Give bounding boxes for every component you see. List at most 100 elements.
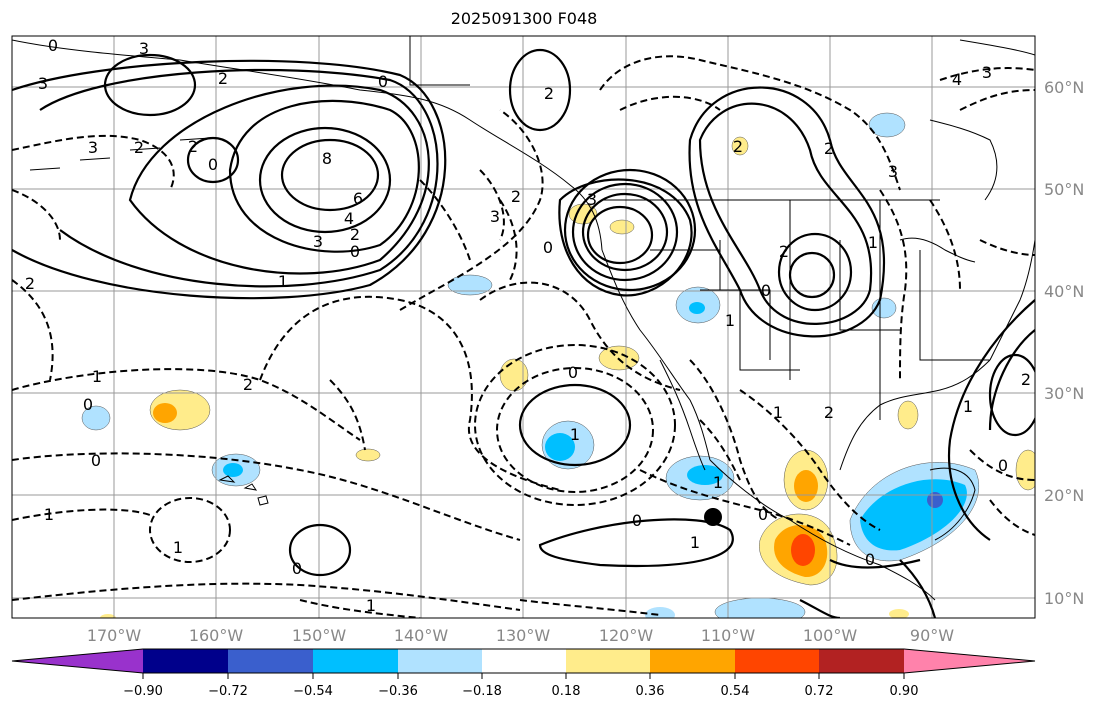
colorbar-tick-label: 0.18 <box>551 684 581 699</box>
aleutian-islands <box>29 137 211 171</box>
contour-label: 1 <box>44 505 54 524</box>
contour-label: 2 <box>218 69 228 88</box>
colorbar-extend-low <box>12 649 143 673</box>
shade-patch <box>609 219 635 235</box>
contour-label: 1 <box>868 233 878 252</box>
yucatan <box>929 467 976 541</box>
colorbar-tick-label: 0.54 <box>720 684 750 699</box>
great-lakes <box>899 237 976 263</box>
mexico-coast <box>709 459 936 601</box>
lon-label: 100°W <box>802 626 858 645</box>
colorbar-bin <box>482 649 566 673</box>
colorbar-tick-label: 0.72 <box>804 684 834 699</box>
colorbar-bin <box>398 649 482 673</box>
contour-label: 1 <box>963 397 973 416</box>
contour-label: 2 <box>779 242 789 261</box>
contour-label: 2 <box>243 375 253 394</box>
contour-label: 2 <box>134 138 144 157</box>
lon-label: 110°W <box>700 626 756 645</box>
shade-patch <box>100 614 116 618</box>
shade-patch <box>868 112 906 138</box>
shade-patch <box>687 465 723 485</box>
contour-label: 2 <box>188 137 198 156</box>
colorbar-tick-label: −0.54 <box>293 684 333 699</box>
lon-label: 170°W <box>86 626 142 645</box>
contour-label: 2 <box>544 84 554 103</box>
contour-label: 0 <box>998 456 1008 475</box>
contour-label: 2 <box>824 139 834 158</box>
shade-patch <box>645 607 675 618</box>
west-coast <box>601 249 711 461</box>
contour-label: 1 <box>690 533 700 552</box>
contour-label: 3 <box>313 232 323 251</box>
contour-label: 1 <box>278 272 288 291</box>
colorbar-bin <box>819 649 904 673</box>
contour-label-layer: 0 3 0 2 0 3 2 3 2 8 6 4 3 2 0 1 2 3 0 2 … <box>25 36 1031 615</box>
colorbar-bin <box>650 649 735 673</box>
contour-label: 0 <box>543 238 553 257</box>
colorbar <box>11 648 1036 679</box>
contour-label: 3 <box>587 190 597 209</box>
colorbar-bin <box>566 649 650 673</box>
colorbar-extend-high <box>904 649 1035 673</box>
colorbar-bin <box>313 649 398 673</box>
shade-patch <box>897 400 919 430</box>
lon-label: 90°W <box>909 626 955 645</box>
lon-label: 160°W <box>188 626 244 645</box>
contour-label: 0 <box>568 363 578 382</box>
contour-label: 0 <box>83 395 93 414</box>
contour-label: 0 <box>208 155 218 174</box>
colorbar-bin <box>735 649 819 673</box>
lat-label: 50°N <box>1044 180 1085 199</box>
contour-label: 8 <box>322 149 332 168</box>
shade-patch <box>223 463 243 477</box>
contour-label: 0 <box>48 36 58 55</box>
contour-label: 3 <box>888 162 898 181</box>
gulf-coast <box>839 359 991 471</box>
shade-patch <box>731 136 749 156</box>
contour-label: 1 <box>713 473 723 492</box>
contour-label: 3 <box>88 138 98 157</box>
state-border <box>700 289 800 371</box>
contour-label: 1 <box>725 311 735 330</box>
contour-label: 0 <box>761 281 771 300</box>
shade-patch <box>153 403 177 423</box>
contour-label: 1 <box>570 425 580 444</box>
shade-patch <box>545 433 575 461</box>
colorbar-tick-label: 0.90 <box>889 684 919 699</box>
shade-patch <box>791 534 815 566</box>
contour-label: 2 <box>511 187 521 206</box>
shade-patch <box>355 448 381 462</box>
colorbar-bin <box>143 649 228 673</box>
lat-label: 30°N <box>1044 384 1085 403</box>
colorbar-tick-label: 0.36 <box>635 684 665 699</box>
baja-california <box>659 359 706 471</box>
shade-patch <box>889 609 909 618</box>
contour-label: 3 <box>982 63 992 82</box>
map-frame <box>11 35 1036 619</box>
contour-label: 0 <box>350 242 360 261</box>
lon-label: 150°W <box>291 626 347 645</box>
colorbar-tick-label: −0.18 <box>462 684 502 699</box>
contour-label: 2 <box>824 403 834 422</box>
contour-label: 1 <box>173 538 183 557</box>
hawaii <box>218 475 269 506</box>
contour-label: 0 <box>378 72 388 91</box>
contour-label: 2 <box>733 137 743 156</box>
contour-label: 0 <box>292 559 302 578</box>
contour-label: 3 <box>139 39 149 58</box>
contour-label: 6 <box>353 189 363 208</box>
contour-label: 2 <box>25 274 35 293</box>
state-border <box>409 36 470 86</box>
shade-patch <box>689 302 705 314</box>
lon-label: 120°W <box>598 626 654 645</box>
contour-label: 3 <box>38 74 48 93</box>
lon-label: 130°W <box>495 626 551 645</box>
contour-label: 0 <box>632 511 642 530</box>
state-border <box>919 250 990 361</box>
contour-label: 0 <box>758 505 768 524</box>
graticule <box>12 36 1035 618</box>
contour-label: 2 <box>350 225 360 244</box>
lat-label: 20°N <box>1044 486 1085 505</box>
